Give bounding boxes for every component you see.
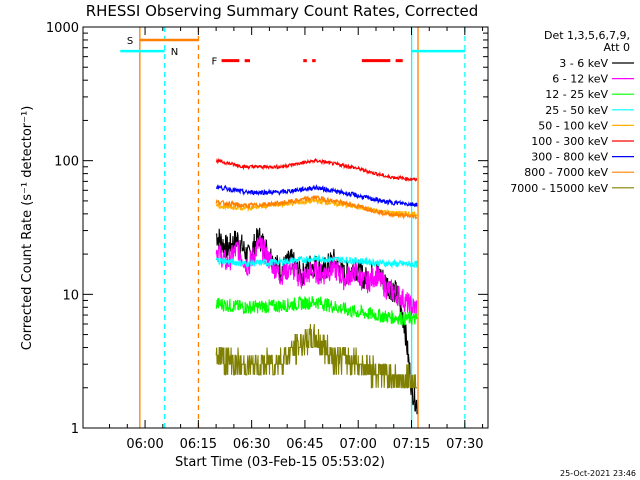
y-axis-label: Corrected Count Rate (s⁻¹ detector⁻¹) (20, 106, 35, 351)
x-tick-label: 07:30 (446, 437, 483, 452)
series-line-1 (215, 235, 418, 317)
y-axis: 1 10 100 1000 (46, 21, 488, 437)
flag-label-F: F (212, 57, 218, 68)
status-flags: S N F (120, 36, 465, 68)
y-tick-label: 100 (54, 155, 79, 170)
chart-title: RHESSI Observing Summary Count Rates, Co… (86, 2, 479, 20)
x-tick-label: 06:15 (180, 437, 217, 452)
series-line-7 (215, 194, 418, 220)
series-line-2 (215, 295, 418, 326)
series-line-8 (215, 323, 417, 389)
series-line-3 (215, 253, 418, 269)
y-tick-label: 1000 (46, 21, 79, 36)
legend-label: 25 - 50 keV (545, 104, 608, 117)
x-tick-label: 07:15 (393, 437, 430, 452)
x-tick-label: 06:45 (286, 437, 323, 452)
timestamp: 25-Oct-2021 23:46 (560, 469, 636, 478)
legend-label: 100 - 300 keV (531, 135, 608, 148)
x-tick-label: 06:30 (233, 437, 270, 452)
legend-label: 300 - 800 keV (531, 151, 608, 164)
legend-label: 12 - 25 keV (545, 88, 608, 101)
legend-label: 800 - 7000 keV (524, 166, 608, 179)
series-line-6 (215, 183, 418, 207)
flag-label-S: S (127, 36, 133, 47)
legend-label: 6 - 12 keV (552, 73, 608, 86)
legend-header-line-1: Det 1,3,5,6,7,9, (544, 29, 630, 42)
legend-label: 7000 - 15000 keV (510, 182, 608, 195)
x-axis: 06:00 06:15 06:30 06:45 07:00 07:15 07:30 (109, 27, 484, 452)
y-tick-label: 1 (71, 422, 79, 437)
x-tick-label: 06:00 (126, 437, 163, 452)
legend-header-line-2: Att 0 (604, 41, 630, 54)
x-tick-label: 07:00 (339, 437, 376, 452)
legend: Det 1,3,5,6,7,9, Att 0 3 - 6 keV 6 - 12 k… (510, 29, 634, 195)
flag-label-N: N (171, 47, 178, 58)
series-line-5 (215, 157, 418, 183)
plot-frame (82, 26, 489, 429)
plot-area (139, 27, 466, 428)
legend-label: 3 - 6 keV (559, 57, 608, 70)
legend-label: 50 - 100 keV (538, 119, 608, 132)
y-tick-label: 10 (62, 288, 79, 303)
x-axis-label: Start Time (03-Feb-15 05:53:02) (175, 455, 385, 470)
